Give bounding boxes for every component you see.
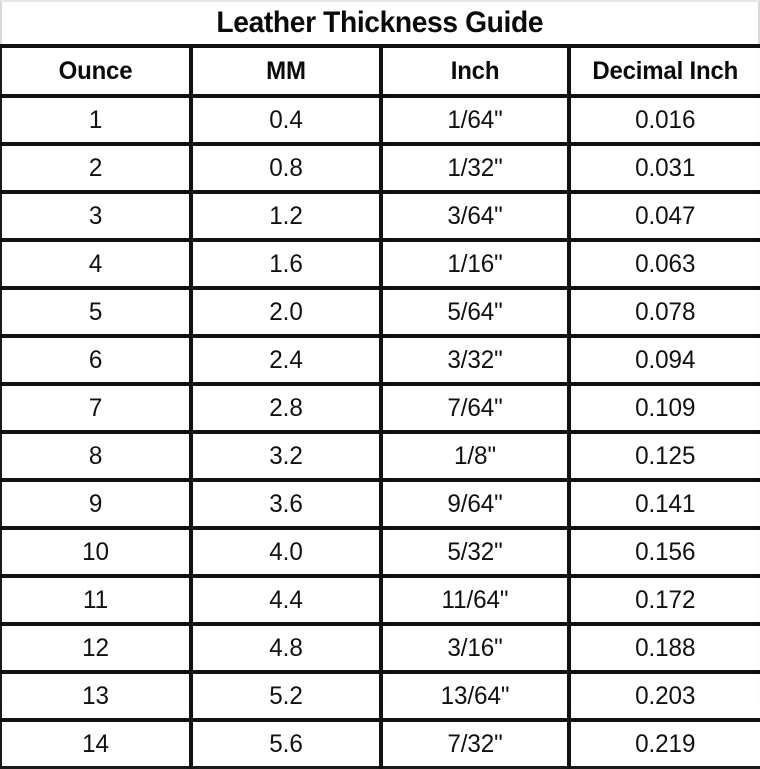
cell-ounce: 7 — [3, 384, 191, 434]
cell-ounce: 2 — [3, 144, 191, 194]
table-row: 8 3.2 1/8" 0.125 — [1, 432, 760, 482]
cell-ounce: 1 — [3, 96, 191, 146]
cell-inch: 5/32" — [383, 528, 569, 578]
cell-mm: 2.4 — [193, 336, 381, 386]
cell-mm: 2.0 — [193, 288, 381, 338]
cell-mm: 5.6 — [193, 720, 381, 768]
cell-decimal_inch: 0.156 — [571, 528, 759, 578]
cell-decimal_inch: 0.141 — [571, 480, 759, 530]
cell-inch: 5/64" — [383, 288, 569, 338]
table-body: 1 0.4 1/64" 0.016 2 0.8 1/32" 0.031 3 1.2 3/64" 0.0… — [1, 96, 760, 768]
cell-mm: 0.8 — [193, 144, 381, 194]
cell-decimal_inch: 0.188 — [571, 624, 759, 674]
table-row: 12 4.8 3/16" 0.188 — [1, 624, 760, 674]
cell-decimal_inch: 0.016 — [571, 96, 759, 146]
cell-mm: 3.2 — [193, 432, 381, 482]
cell-decimal_inch: 0.063 — [571, 240, 759, 290]
title-bar: Leather Thickness Guide — [0, 0, 760, 44]
cell-inch: 1/8" — [383, 432, 569, 482]
table-row: 2 0.8 1/32" 0.031 — [1, 144, 760, 194]
cell-mm: 4.4 — [193, 576, 381, 626]
column-header-ounce: Ounce — [4, 46, 190, 98]
cell-decimal_inch: 0.125 — [571, 432, 759, 482]
cell-decimal_inch: 0.047 — [571, 192, 759, 242]
cell-ounce: 13 — [3, 672, 191, 722]
table-row: 4 1.6 1/16" 0.063 — [1, 240, 760, 290]
table-row: 7 2.8 7/64" 0.109 — [1, 384, 760, 434]
table-row: 1 0.4 1/64" 0.016 — [1, 96, 760, 146]
cell-inch: 3/32" — [383, 336, 569, 386]
cell-decimal_inch: 0.219 — [571, 720, 759, 768]
table-row: 3 1.2 3/64" 0.047 — [1, 192, 760, 242]
table-row: 13 5.2 13/64" 0.203 — [1, 672, 760, 722]
column-header-mm: MM — [194, 46, 380, 98]
table-header: Ounce MM Inch Decimal Inch — [1, 46, 760, 98]
cell-ounce: 5 — [3, 288, 191, 338]
cell-mm: 0.4 — [193, 96, 381, 146]
table-row: 5 2.0 5/64" 0.078 — [1, 288, 760, 338]
column-header-decimal-inch: Decimal Inch — [572, 46, 758, 98]
cell-mm: 1.6 — [193, 240, 381, 290]
cell-ounce: 4 — [3, 240, 191, 290]
cell-ounce: 9 — [3, 480, 191, 530]
cell-inch: 7/32" — [383, 720, 569, 768]
cell-mm: 1.2 — [193, 192, 381, 242]
cell-mm: 5.2 — [193, 672, 381, 722]
cell-mm: 4.0 — [193, 528, 381, 578]
cell-mm: 4.8 — [193, 624, 381, 674]
table-row: 11 4.4 11/64" 0.172 — [1, 576, 760, 626]
cell-inch: 3/64" — [383, 192, 569, 242]
cell-inch: 1/32" — [383, 144, 569, 194]
cell-ounce: 14 — [3, 720, 191, 768]
cell-inch: 13/64" — [383, 672, 569, 722]
cell-decimal_inch: 0.031 — [571, 144, 759, 194]
cell-decimal_inch: 0.109 — [571, 384, 759, 434]
table-row: 14 5.6 7/32" 0.219 — [1, 720, 760, 768]
cell-inch: 1/16" — [383, 240, 569, 290]
cell-decimal_inch: 0.203 — [571, 672, 759, 722]
table-row: 9 3.6 9/64" 0.141 — [1, 480, 760, 530]
cell-ounce: 6 — [3, 336, 191, 386]
cell-decimal_inch: 0.172 — [571, 576, 759, 626]
table-header-row: Ounce MM Inch Decimal Inch — [1, 46, 760, 98]
leather-thickness-table: Ounce MM Inch Decimal Inch 1 0.4 1/64" 0.01… — [0, 44, 760, 769]
cell-ounce: 3 — [3, 192, 191, 242]
cell-inch: 1/64" — [383, 96, 569, 146]
cell-inch: 11/64" — [383, 576, 569, 626]
table-row: 10 4.0 5/32" 0.156 — [1, 528, 760, 578]
cell-decimal_inch: 0.094 — [571, 336, 759, 386]
cell-ounce: 12 — [3, 624, 191, 674]
table-row: 6 2.4 3/32" 0.094 — [1, 336, 760, 386]
page-title: Leather Thickness Guide — [216, 6, 544, 39]
cell-inch: 9/64" — [383, 480, 569, 530]
column-header-inch: Inch — [384, 46, 568, 98]
cell-decimal_inch: 0.078 — [571, 288, 759, 338]
cell-inch: 7/64" — [383, 384, 569, 434]
cell-mm: 3.6 — [193, 480, 381, 530]
cell-ounce: 8 — [3, 432, 191, 482]
cell-inch: 3/16" — [383, 624, 569, 674]
cell-ounce: 11 — [3, 576, 191, 626]
cell-mm: 2.8 — [193, 384, 381, 434]
cell-ounce: 10 — [3, 528, 191, 578]
